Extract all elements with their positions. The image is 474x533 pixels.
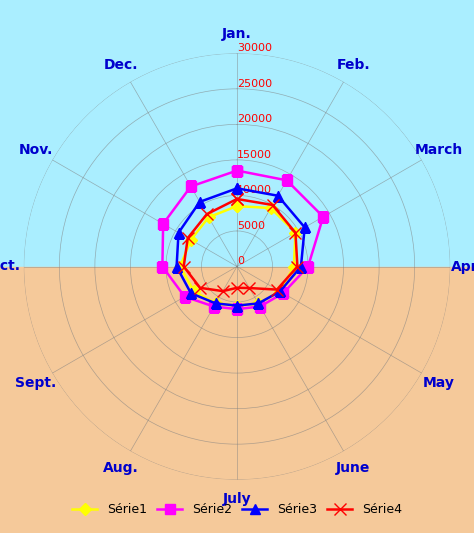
Bar	[0, 0, 474, 266]
Bar	[0, 266, 474, 533]
Legend: Série1, Série2, Série3, Série4: Série1, Série2, Série3, Série4	[67, 498, 407, 521]
